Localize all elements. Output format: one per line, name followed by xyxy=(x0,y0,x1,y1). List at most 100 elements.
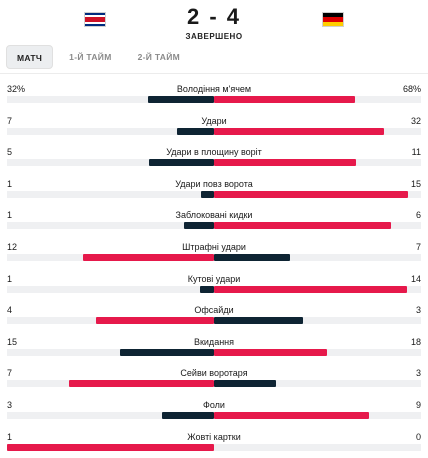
home-bar-track xyxy=(7,348,214,356)
home-stat-bar xyxy=(176,127,214,135)
tab-match[interactable]: МАТЧ xyxy=(6,45,54,69)
home-bar-track xyxy=(7,317,214,325)
home-bar-track xyxy=(7,285,214,293)
away-stat-bar xyxy=(214,127,384,135)
stat-label: Удари xyxy=(201,115,227,126)
home-stat-bar xyxy=(200,285,214,293)
home-stat-value: 7 xyxy=(7,115,13,126)
away-bar-track xyxy=(214,411,421,419)
away-stat-bar xyxy=(214,348,327,356)
home-stat-bar xyxy=(95,317,214,325)
home-stat-value: 32% xyxy=(7,84,26,94)
home-stat-value: 5 xyxy=(7,147,13,158)
stat-label: Удари повз ворота xyxy=(175,178,253,189)
home-stat-value: 15 xyxy=(7,336,18,347)
home-stat-bar xyxy=(83,253,214,261)
home-stat-bar xyxy=(7,443,214,451)
home-stat-value: 4 xyxy=(7,305,13,316)
stat-row: 7 Удари 32 xyxy=(0,114,428,146)
home-stat-bar xyxy=(201,190,214,198)
away-stat-value: 68% xyxy=(402,84,421,94)
stat-row: 1 Заблоковані кидки 6 xyxy=(0,208,428,240)
away-bar-track xyxy=(214,222,421,230)
match-header: 2 - 4 ЗАВЕРШЕНО xyxy=(0,0,428,44)
away-stat-bar xyxy=(214,96,355,103)
stat-row: 15 Вкидання 18 xyxy=(0,335,428,367)
home-bar-track xyxy=(7,411,214,419)
home-bar-track xyxy=(7,96,214,103)
period-tabs: МАТЧ 1-Й ТАЙМ 2-Й ТАЙМ xyxy=(6,45,190,69)
stat-row: 1 Удари повз ворота 15 xyxy=(0,177,428,209)
stat-label: Кутові удари xyxy=(187,273,241,284)
tab-first-half[interactable]: 1-Й ТАЙМ xyxy=(69,52,112,62)
away-stat-value: 11 xyxy=(411,147,421,158)
home-stat-bar xyxy=(184,222,214,230)
stat-label: Заблоковані кидки xyxy=(175,210,253,221)
away-bar-track xyxy=(214,127,421,135)
away-stat-bar xyxy=(214,285,408,293)
home-bar-track xyxy=(7,253,214,261)
stat-label: Сейви воротаря xyxy=(180,368,248,379)
stat-label: Фоли xyxy=(203,399,225,410)
away-stat-value: 14 xyxy=(410,273,421,284)
away-stat-bar xyxy=(214,190,409,198)
home-bar-track xyxy=(7,380,214,388)
stat-label: Жовті картки xyxy=(187,431,241,442)
home-stat-value: 1 xyxy=(7,178,13,189)
stat-row: 1 Жовті картки 0 xyxy=(0,430,428,458)
home-stat-value: 12 xyxy=(7,241,18,252)
away-stat-value: 3 xyxy=(415,305,421,316)
stat-row: 1 Кутові удари 14 xyxy=(0,272,428,304)
divider xyxy=(0,73,428,74)
home-bar-track xyxy=(7,159,214,167)
home-bar-track xyxy=(7,222,214,230)
stat-row: 5 Удари в площину воріт 11 xyxy=(0,145,428,177)
away-bar-track xyxy=(214,380,421,388)
stat-label: Офсайди xyxy=(194,305,234,316)
home-bar-track xyxy=(7,443,214,451)
away-stat-bar xyxy=(214,411,370,419)
home-stat-value: 1 xyxy=(7,431,13,442)
home-bar-track xyxy=(7,190,214,198)
home-stat-value: 1 xyxy=(7,273,13,284)
germany-flag-icon[interactable] xyxy=(322,12,344,27)
away-stat-bar xyxy=(214,253,291,261)
away-bar-track xyxy=(214,190,421,198)
away-stat-value: 7 xyxy=(415,241,421,252)
home-stat-bar xyxy=(119,348,214,356)
home-stat-value: 1 xyxy=(7,210,13,221)
match-status: ЗАВЕРШЕНО xyxy=(185,32,243,41)
away-bar-track xyxy=(214,348,421,356)
away-bar-track xyxy=(214,159,421,167)
home-stat-bar xyxy=(162,411,214,419)
match-score: 2 - 4 xyxy=(186,4,242,29)
away-stat-value: 9 xyxy=(415,399,421,410)
home-stat-bar xyxy=(149,159,214,167)
stat-row: 3 Фоли 9 xyxy=(0,398,428,430)
away-bar-track xyxy=(214,96,421,103)
stat-label: Удари в площину воріт xyxy=(166,147,262,158)
stats-list: 32% Володіння м'ячем 68% 7 Удари 32 5 Удари в п… xyxy=(0,82,428,458)
stat-row: 4 Офсайди 3 xyxy=(0,303,428,335)
home-stat-value: 7 xyxy=(7,368,13,379)
stat-row: 32% Володіння м'ячем 68% xyxy=(0,82,428,114)
home-bar-track xyxy=(7,127,214,135)
stat-row: 7 Сейви воротаря 3 xyxy=(0,366,428,398)
away-stat-value: 6 xyxy=(415,210,421,221)
stat-label: Штрафні удари xyxy=(182,241,246,252)
away-stat-value: 0 xyxy=(415,431,421,442)
stat-row: 12 Штрафні удари 7 xyxy=(0,240,428,272)
away-stat-value: 15 xyxy=(410,178,421,189)
home-stat-bar xyxy=(147,96,214,103)
stat-label: Володіння м'ячем xyxy=(176,84,252,94)
away-stat-bar xyxy=(214,380,277,388)
away-stat-bar xyxy=(214,159,357,167)
home-stat-bar xyxy=(69,380,214,388)
away-bar-track xyxy=(214,285,421,293)
away-bar-track xyxy=(214,317,421,325)
home-stat-value: 3 xyxy=(7,399,13,410)
away-stat-bar xyxy=(214,317,303,325)
stat-label: Вкидання xyxy=(193,336,235,347)
tab-second-half[interactable]: 2-Й ТАЙМ xyxy=(137,52,181,62)
costa-rica-flag-icon[interactable] xyxy=(84,12,106,27)
